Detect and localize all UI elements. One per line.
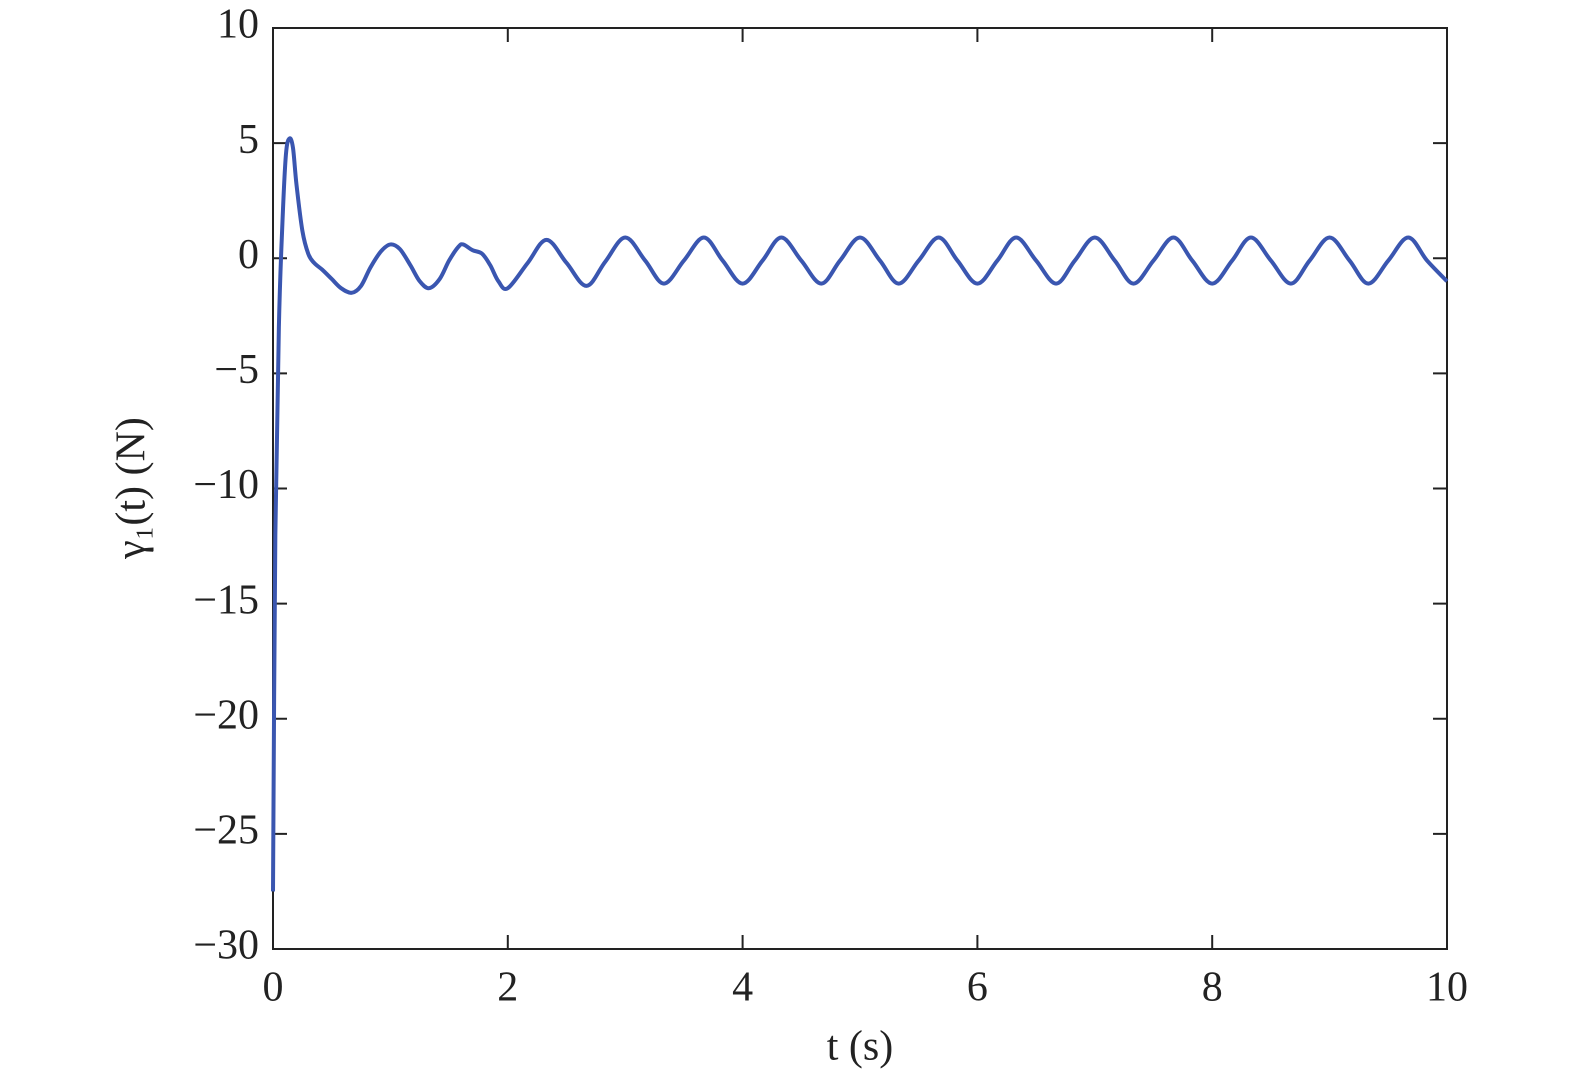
y-tick-label: 5: [238, 117, 259, 163]
y-tick-label: 10: [217, 2, 259, 48]
x-tick-label: 6: [967, 965, 988, 1011]
x-tick-label: 8: [1202, 965, 1223, 1011]
y-axis-label: γ₁(t) (N): [109, 417, 155, 560]
y-tick-label: −25: [193, 808, 259, 854]
y-tick-label: −10: [193, 462, 259, 508]
y-tick-label: 0: [238, 232, 259, 278]
data-line: [271, 136, 1449, 892]
x-tick-label: 4: [732, 965, 753, 1011]
y-tick-label: −5: [214, 347, 259, 393]
x-tick-label: 2: [497, 965, 518, 1011]
y-tick-label: −15: [193, 577, 259, 623]
x-tick-label: 0: [263, 965, 284, 1011]
x-tick-label: 10: [1426, 965, 1468, 1011]
x-axis-label: t (s): [827, 1024, 894, 1070]
y-tick-label: −20: [193, 692, 259, 738]
y-tick-label: −30: [193, 923, 259, 969]
plot-frame: [272, 27, 1448, 950]
